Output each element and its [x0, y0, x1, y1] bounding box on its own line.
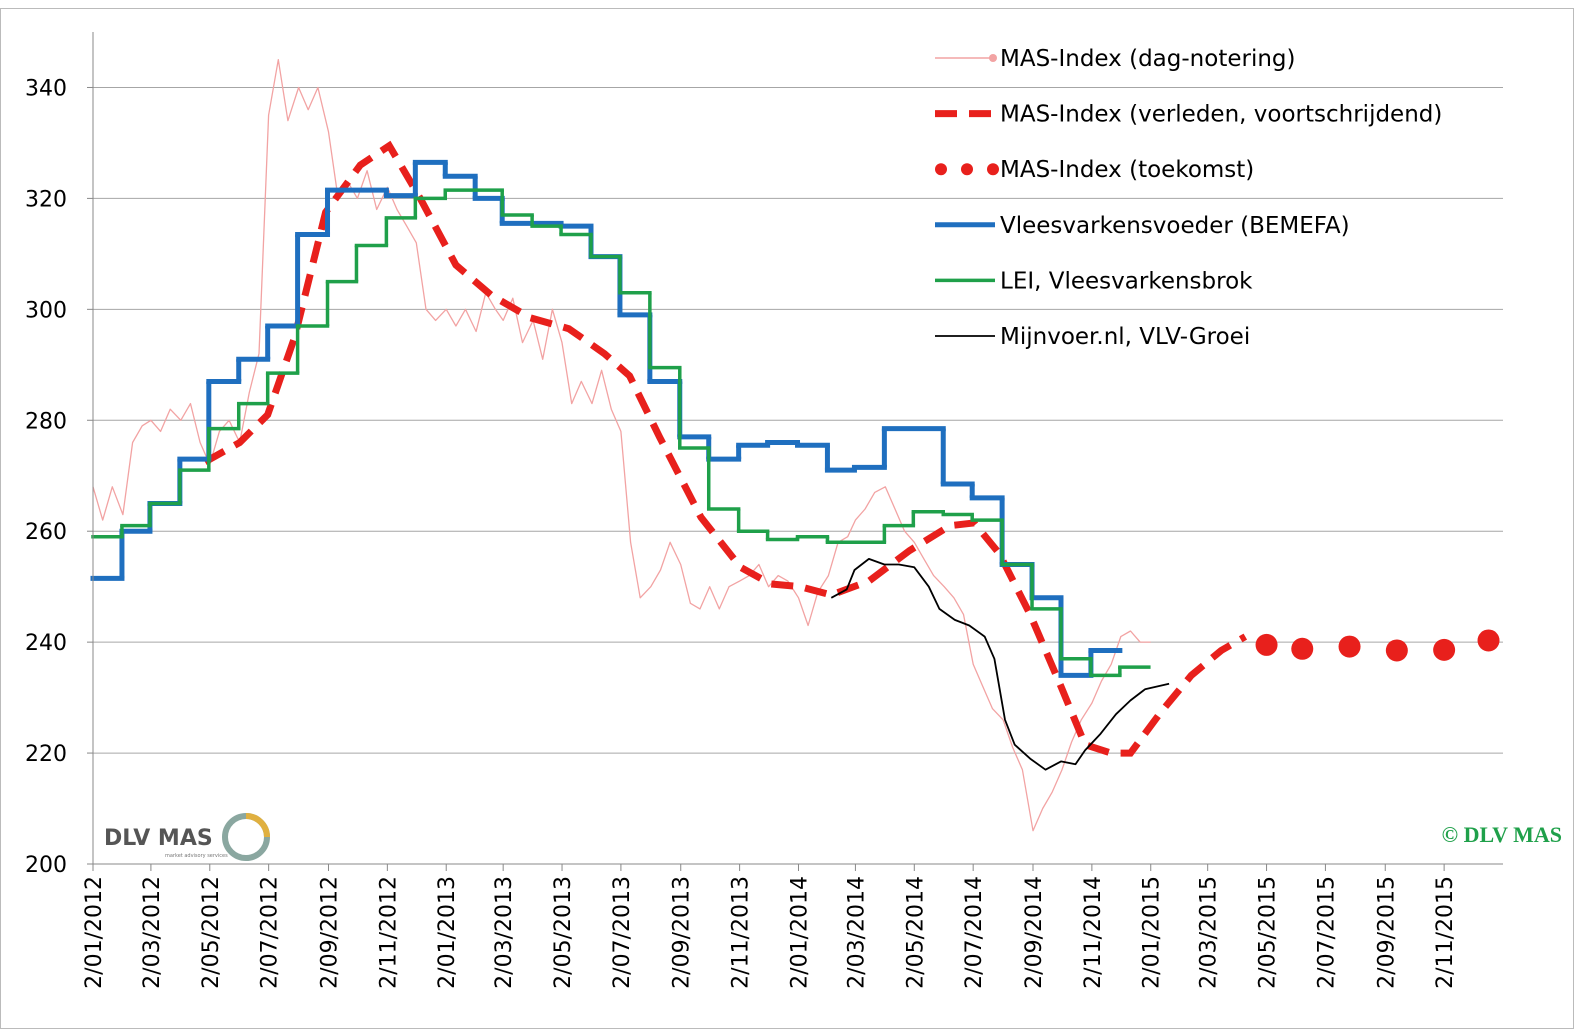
x-tick-label: 2/07/2013 [610, 876, 635, 989]
x-tick-label: 2/05/2015 [1256, 876, 1281, 989]
legend-item: MAS-Index (toekomst) [935, 157, 1254, 183]
x-tick-label: 2/07/2012 [258, 876, 283, 989]
axes: 200 220 240 260 280 300 320 340 2/01/2012 2/03/20… [25, 32, 1503, 989]
y-tick-label: 280 [25, 409, 67, 434]
y-tick-label: 300 [25, 298, 67, 323]
x-tick-label: 2/01/2014 [787, 876, 812, 989]
frame [0, 8, 1574, 1029]
legend-symbol [989, 54, 997, 62]
y-tick-label: 200 [25, 853, 67, 878]
x-tick-label: 2/07/2014 [962, 876, 987, 989]
legend-label: MAS-Index (toekomst) [1000, 157, 1254, 183]
x-tick-label: 2/11/2013 [729, 876, 754, 989]
y-tick-label: 320 [25, 187, 67, 212]
x-tick-label: 2/09/2012 [317, 876, 342, 989]
logo-text: DLV MAS [104, 826, 213, 851]
x-tick-label: 2/09/2013 [670, 876, 695, 989]
logo-ring-accent [245, 813, 270, 838]
x-tick-label: 2/11/2012 [376, 876, 401, 989]
x-tick-label: 2/03/2012 [140, 876, 165, 989]
y-tick-label: 220 [25, 742, 67, 767]
y-tick-label: 340 [25, 76, 67, 101]
series-layer [90, 59, 1500, 832]
x-tick-label: 2/03/2013 [492, 876, 517, 989]
legend-label: Vleesvarkensvoeder (BEMEFA) [1000, 213, 1350, 239]
legend-symbol [935, 163, 947, 176]
legend-symbol [987, 163, 999, 176]
x-tick-label: 2/05/2013 [551, 876, 576, 989]
grid [93, 86, 1503, 865]
x-tick-label: 2/03/2014 [844, 876, 869, 989]
legend-item: Vleesvarkensvoeder (BEMEFA) [935, 213, 1350, 239]
series-line [830, 558, 1170, 771]
y-tick-label: 260 [25, 520, 67, 545]
legend-item: LEI, Vleesvarkensbrok [935, 268, 1253, 294]
legend-label: MAS-Index (dag-notering) [1000, 46, 1296, 72]
series-dot [1433, 638, 1456, 661]
legend-label: MAS-Index (verleden, voortschrijdend) [1000, 102, 1442, 128]
x-tick-label: 2/01/2015 [1140, 876, 1165, 989]
copyright: © DLV MAS [1442, 822, 1562, 847]
series-dot [1338, 635, 1361, 658]
legend-label: LEI, Vleesvarkensbrok [1000, 268, 1253, 294]
x-tick-label: 2/11/2015 [1433, 876, 1458, 989]
series-line [203, 140, 1248, 757]
series-line [92, 59, 1151, 832]
series-dot [1255, 633, 1278, 656]
x-tick-label: 2/03/2015 [1197, 876, 1222, 989]
series-dot [1385, 639, 1408, 662]
legend-item: Mijnvoer.nl, VLV-Groei [935, 324, 1250, 350]
x-tick-label: 2/01/2013 [435, 876, 460, 989]
x-tick-label: 2/11/2014 [1081, 876, 1106, 989]
legend-symbol [961, 163, 973, 176]
logo-subtext: market advisory services [165, 853, 228, 859]
x-tick-label: 2/05/2014 [903, 876, 928, 989]
x-tick-label: 2/07/2015 [1314, 876, 1339, 989]
legend: MAS-Index (dag-notering) MAS-Index (verle… [935, 46, 1442, 350]
legend-item: MAS-Index (verleden, voortschrijdend) [935, 102, 1442, 128]
legend-label: Mijnvoer.nl, VLV-Groei [1000, 324, 1250, 350]
logo: DLV MAS market advisory services [104, 813, 270, 861]
x-tick-label: 2/05/2012 [199, 876, 224, 989]
series-dot [1291, 637, 1314, 660]
y-tick-label: 240 [25, 631, 67, 656]
x-tick-label: 2/01/2012 [82, 876, 107, 989]
x-tick-label: 2/09/2015 [1374, 876, 1399, 989]
series-dot [1477, 629, 1500, 652]
x-tick-label: 2/09/2014 [1022, 876, 1047, 989]
legend-item: MAS-Index (dag-notering) [935, 46, 1296, 72]
